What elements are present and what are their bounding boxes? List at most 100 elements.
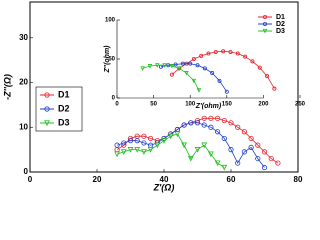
- marker: [215, 115, 221, 121]
- marker: [196, 88, 202, 93]
- marker: [114, 151, 120, 158]
- legend-marker: [44, 92, 50, 98]
- marker: [208, 124, 214, 130]
- marker: [248, 144, 254, 150]
- marker: [191, 57, 196, 62]
- legend-label: D3: [276, 28, 285, 35]
- legend-marker: [44, 120, 50, 127]
- legend-marker: [262, 14, 267, 19]
- marker: [114, 142, 120, 148]
- marker: [181, 142, 187, 149]
- marker: [201, 142, 208, 149]
- series-line: [116, 133, 225, 168]
- series-line: [171, 50, 275, 89]
- x-tick-label: 80: [294, 175, 303, 184]
- marker: [148, 135, 154, 142]
- marker: [184, 71, 189, 76]
- x-tick-label: 0: [28, 175, 33, 184]
- marker: [250, 59, 255, 64]
- marker: [243, 54, 248, 59]
- marker: [213, 49, 218, 54]
- marker: [134, 147, 141, 153]
- x-tick-label: 20: [93, 175, 102, 184]
- marker: [221, 49, 226, 54]
- marker: [221, 164, 228, 171]
- marker: [134, 138, 140, 144]
- marker: [199, 53, 204, 58]
- x-tick-label: 0: [115, 102, 119, 108]
- y-tick-label: 0: [112, 96, 116, 102]
- marker: [275, 160, 281, 166]
- marker: [235, 124, 241, 130]
- y-tick-label: 0: [24, 167, 29, 176]
- marker: [214, 160, 221, 167]
- marker: [127, 147, 134, 153]
- marker: [261, 149, 268, 155]
- marker: [235, 51, 240, 56]
- marker: [228, 147, 234, 153]
- y-axis-label: Z''(ohm): [104, 45, 111, 74]
- marker: [208, 151, 214, 158]
- x-axis-label: Z'(ohm): [195, 103, 222, 110]
- x-axis-label: Z'(Ω): [153, 182, 175, 192]
- marker: [187, 155, 194, 162]
- marker: [141, 133, 147, 139]
- marker: [221, 135, 227, 142]
- marker: [169, 64, 175, 69]
- marker: [140, 66, 145, 71]
- marker: [241, 149, 247, 155]
- marker: [265, 74, 270, 79]
- legend-label: D2: [276, 21, 285, 28]
- x-tick-label: 40: [160, 175, 169, 184]
- marker: [215, 129, 221, 135]
- marker: [255, 142, 261, 148]
- marker: [202, 66, 207, 71]
- legend-marker: [262, 28, 268, 34]
- marker: [141, 149, 147, 155]
- marker: [208, 115, 214, 121]
- legend-marker: [44, 106, 50, 112]
- marker: [174, 131, 181, 138]
- marker: [120, 149, 127, 155]
- marker: [147, 147, 154, 153]
- marker: [194, 147, 201, 153]
- marker: [147, 64, 153, 69]
- y-tick-label: 10: [19, 122, 28, 131]
- legend-marker: [262, 21, 267, 26]
- marker: [155, 63, 160, 68]
- marker: [195, 63, 200, 68]
- marker: [201, 122, 207, 128]
- series-line: [160, 63, 228, 93]
- marker: [188, 120, 194, 126]
- series-line: [142, 64, 200, 91]
- marker: [257, 65, 262, 70]
- marker: [255, 155, 261, 162]
- marker: [173, 62, 178, 67]
- marker: [161, 138, 167, 144]
- marker: [176, 66, 182, 71]
- marker: [217, 78, 222, 83]
- marker: [162, 63, 167, 68]
- marker: [224, 89, 229, 94]
- marker: [141, 140, 147, 146]
- x-tick-label: 150: [222, 102, 233, 108]
- marker: [248, 135, 254, 142]
- y-tick-label: 100: [105, 18, 116, 24]
- x-tick-label: 200: [258, 102, 269, 108]
- marker: [272, 86, 277, 91]
- marker: [180, 61, 185, 66]
- legend-label: D1: [58, 89, 70, 99]
- y-tick-label: 30: [19, 33, 28, 42]
- marker: [206, 51, 211, 56]
- marker: [121, 140, 127, 146]
- y-tick-label: 20: [19, 78, 28, 87]
- marker: [268, 155, 274, 162]
- marker: [261, 164, 268, 171]
- legend-label: D3: [58, 117, 70, 127]
- marker: [228, 120, 234, 126]
- x-tick-label: 60: [227, 175, 236, 184]
- marker: [169, 72, 174, 77]
- marker: [191, 78, 197, 84]
- marker: [221, 117, 227, 124]
